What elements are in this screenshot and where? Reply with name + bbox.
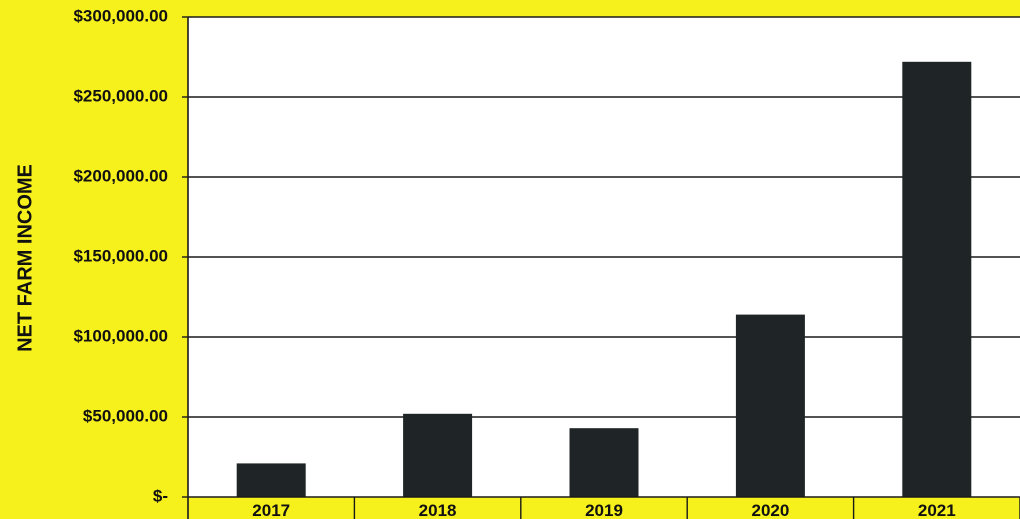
y-tick-label: $50,000.00 <box>83 406 168 425</box>
bar-2019 <box>569 428 639 497</box>
bar-2018 <box>403 413 473 497</box>
x-tick-label: 2020 <box>751 501 789 519</box>
x-tick-label: 2018 <box>419 501 457 519</box>
x-tick-label: 2017 <box>252 501 290 519</box>
axes <box>187 17 1020 519</box>
x-tick-label: 2021 <box>918 501 956 519</box>
y-tick-label: $150,000.00 <box>73 246 168 265</box>
y-tick-label: $100,000.00 <box>73 326 168 345</box>
x-tick-labels: 2017 2018 2019 2020 2021 <box>252 501 955 519</box>
bar-2017 <box>236 463 306 497</box>
y-tick-label: $250,000.00 <box>73 86 168 105</box>
y-tick-label: $200,000.00 <box>73 166 168 185</box>
bar-2020 <box>735 314 805 497</box>
y-tick-label: $- <box>153 486 168 505</box>
bars <box>236 61 972 498</box>
y-tick-labels: $- $50,000.00 $100,000.00 $150,000.00 $200,0… <box>73 6 168 505</box>
x-tick-label: 2019 <box>585 501 623 519</box>
bar-2021 <box>902 61 972 498</box>
y-axis-title: NET FARM INCOME <box>14 164 36 352</box>
gridlines <box>182 16 1020 498</box>
y-tick-label: $300,000.00 <box>73 6 168 25</box>
